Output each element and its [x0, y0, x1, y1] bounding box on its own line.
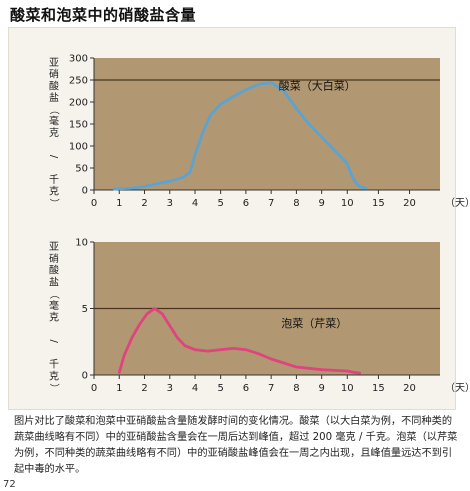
x-tick-label: 7: [268, 383, 274, 394]
x-tick-label: 2: [141, 383, 147, 394]
y-axis-label-char: 硝: [49, 68, 59, 81]
y-axis-label-char: ）: [48, 198, 60, 208]
y-axis-label-char: 克: [49, 186, 59, 198]
x-tick-label: 20: [403, 198, 416, 209]
y-tick-label: 300: [69, 54, 88, 65]
x-tick-label: 7: [268, 198, 274, 209]
y-tick-label: 0: [82, 186, 88, 197]
x-tick-label: 0: [91, 198, 97, 209]
x-tick-label: 9: [318, 383, 324, 394]
y-axis-label-char: 硝: [49, 252, 59, 265]
y-axis-label-char: 毫: [49, 114, 59, 127]
x-tick-label: 3: [167, 383, 173, 394]
y-tick-label: 100: [69, 142, 88, 153]
y-axis-label-char: 盐: [49, 91, 59, 104]
x-tick-label: 6: [243, 383, 249, 394]
y-axis-label-char: /: [48, 155, 59, 159]
x-tick-label: 20: [403, 383, 416, 394]
x-tick-label: 0: [91, 383, 97, 394]
x-tick-label: 6: [243, 198, 249, 209]
y-axis-label-char: 亚: [49, 242, 59, 253]
figure-caption: 图片对比了酸菜和泡菜中亚硝酸盐含量随发酵时间的变化情况。酸菜（以大白菜为例，不同…: [14, 416, 458, 475]
y-axis-label-char: 毫: [49, 299, 59, 312]
y-axis-label-char: 盐: [49, 275, 59, 288]
y-axis-label-char: 千: [49, 174, 59, 186]
y-axis-label-char: 酸: [49, 79, 59, 92]
x-tick-label: 9: [318, 198, 324, 209]
x-tick-label: 3: [167, 198, 173, 209]
page-title: 酸菜和泡菜中的硝酸盐含量: [10, 6, 197, 24]
y-axis-label-char: 克: [49, 312, 59, 324]
y-tick-label: 10: [75, 238, 88, 249]
y-tick-label: 5: [82, 304, 88, 315]
x-tick-label: 15: [372, 198, 385, 209]
x-tick-label: 4: [192, 383, 198, 394]
series-label: 泡菜（芹菜）: [281, 316, 347, 330]
x-tick-label: 15: [372, 383, 385, 394]
y-axis-label-char: 克: [49, 370, 59, 382]
x-tick-label: 4: [192, 198, 198, 209]
y-axis-label-char: 克: [49, 127, 59, 139]
y-tick-label: 250: [69, 76, 88, 87]
y-tick-label: 200: [69, 98, 88, 109]
x-tick-label: 1: [116, 383, 122, 394]
series-line: [117, 307, 362, 375]
y-axis-label-char: 亚: [49, 58, 59, 69]
y-axis-label-char: 酸: [49, 264, 59, 277]
y-axis-label-char: （: [48, 105, 60, 115]
page-number: 72: [3, 479, 16, 490]
x-axis-label: （天）: [445, 382, 470, 394]
x-tick-label: 10: [341, 198, 354, 209]
y-tick-label: 0: [82, 371, 88, 382]
x-tick-label: 5: [217, 198, 223, 209]
y-axis-label-char: /: [48, 339, 59, 343]
series-line: [112, 81, 368, 191]
x-tick-label: 5: [217, 383, 223, 394]
sour-cabbage-chart: 0501001502002503000123456789101520（天）亚硝酸…: [48, 54, 470, 210]
y-axis-label-char: 千: [49, 359, 59, 371]
y-axis-label-char: （: [48, 289, 60, 299]
x-tick-label: 8: [293, 198, 299, 209]
y-tick-label: 150: [69, 120, 88, 131]
x-tick-label: 10: [341, 383, 354, 394]
x-axis-label: （天）: [445, 197, 470, 209]
y-tick-label: 50: [75, 164, 88, 175]
y-axis-label-char: ）: [48, 383, 60, 393]
series-label: 酸菜（大白菜）: [279, 79, 356, 93]
x-tick-label: 8: [293, 383, 299, 394]
x-tick-label: 1: [116, 198, 122, 209]
x-tick-label: 2: [141, 198, 147, 209]
